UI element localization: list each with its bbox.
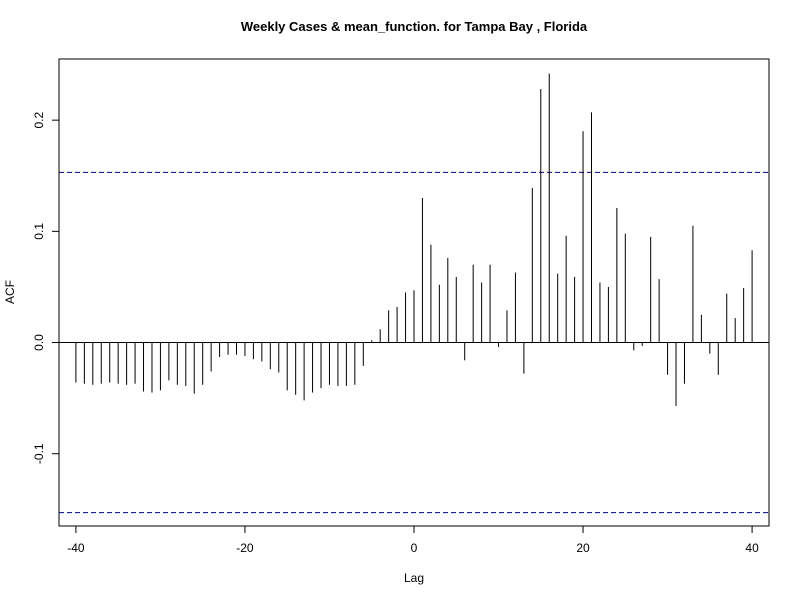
y-tick-label: 0.1 bbox=[32, 223, 46, 240]
chart-title: Weekly Cases & mean_function. for Tampa … bbox=[241, 19, 588, 34]
y-tick-label: -0.1 bbox=[32, 443, 46, 464]
y-axis: -0.1 0.0 0.1 0.2 bbox=[32, 111, 60, 464]
confidence-bounds bbox=[59, 171, 769, 514]
x-axis-label: Lag bbox=[404, 571, 424, 585]
y-tick-label: 0.2 bbox=[32, 111, 46, 128]
y-axis-label: ACF bbox=[3, 280, 17, 304]
x-tick-label: -20 bbox=[236, 541, 254, 555]
y-tick-label: 0.0 bbox=[32, 334, 46, 351]
x-tick-label: 40 bbox=[745, 541, 759, 555]
x-axis: -40 -20 0 20 40 bbox=[67, 525, 759, 555]
acf-bars bbox=[75, 73, 753, 406]
x-tick-label: -40 bbox=[67, 541, 85, 555]
x-tick-label: 0 bbox=[411, 541, 418, 555]
x-tick-label: 20 bbox=[576, 541, 590, 555]
